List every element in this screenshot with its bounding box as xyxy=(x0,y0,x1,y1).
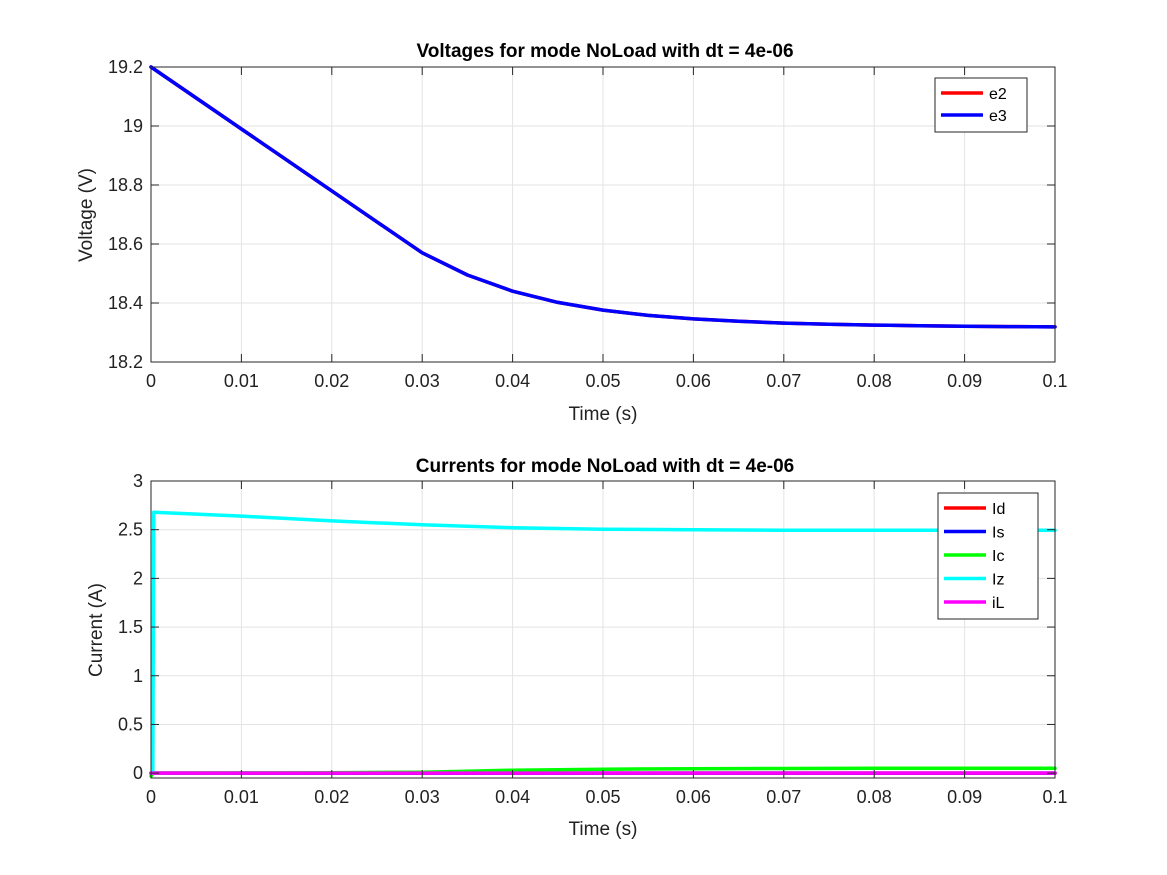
voltage-y-tick-label: 19.2 xyxy=(108,57,143,77)
current-y-tick-label: 2 xyxy=(133,568,143,588)
voltage-x-tick-label: 0.07 xyxy=(766,371,801,391)
current-x-tick-label: 0.1 xyxy=(1042,787,1067,807)
current-legend-label-is: Is xyxy=(992,525,1004,542)
current-x-tick-label: 0.03 xyxy=(405,787,440,807)
voltage-y-tick-label: 18.8 xyxy=(108,175,143,195)
voltage-y-tick-label: 18.6 xyxy=(108,234,143,254)
current-y-tick-label: 0.5 xyxy=(118,714,143,734)
voltage-series-group xyxy=(149,65,1057,329)
current-x-tick-label: 0.01 xyxy=(224,787,259,807)
current-series-iz-line xyxy=(149,510,1057,775)
voltage-ticks: 0 0.01 0.02 0.03 0.04 0.05 0.06 0.07 0.08 0.09 0.1… xyxy=(108,57,1068,391)
voltage-plot-title: Voltages for mode NoLoad with dt = 4e-06 xyxy=(416,41,793,62)
current-legend-label-iz: Iz xyxy=(992,572,1004,589)
voltage-y-tick-label: 19 xyxy=(123,116,143,136)
voltage-plot: Voltages for mode NoLoad with dt = 4e-06… xyxy=(76,41,1068,425)
current-plot-title: Currents for mode NoLoad with dt = 4e-06 xyxy=(416,456,794,477)
voltage-y-tick-label: 18.2 xyxy=(108,352,143,372)
current-y-tick-label: 3 xyxy=(133,471,143,491)
current-x-tick-label: 0 xyxy=(146,787,156,807)
current-y-tick-label: 0 xyxy=(133,763,143,783)
current-y-axis-label: Current (A) xyxy=(86,583,107,677)
voltage-x-axis-label: Time (s) xyxy=(569,404,638,425)
voltage-y-tick-label: 18.4 xyxy=(108,293,143,313)
current-x-tick-label: 0.02 xyxy=(314,787,349,807)
current-legend-label-il: iL xyxy=(992,595,1005,612)
current-y-tick-label: 2.5 xyxy=(118,520,143,540)
voltage-x-tick-label: 0.05 xyxy=(585,371,620,391)
voltage-legend-label-e2: e2 xyxy=(989,86,1007,103)
current-x-tick-label: 0.06 xyxy=(676,787,711,807)
current-x-tick-label: 0.07 xyxy=(766,787,801,807)
current-x-tick-label: 0.04 xyxy=(495,787,530,807)
voltage-x-tick-label: 0.09 xyxy=(947,371,982,391)
voltage-x-tick-label: 0.03 xyxy=(405,371,440,391)
voltage-x-tick-label: 0.08 xyxy=(857,371,892,391)
voltage-x-tick-label: 0 xyxy=(146,371,156,391)
current-x-tick-label: 0.08 xyxy=(857,787,892,807)
voltage-x-tick-label: 0.02 xyxy=(314,371,349,391)
current-x-tick-label: 0.05 xyxy=(585,787,620,807)
current-y-tick-label: 1 xyxy=(133,666,143,686)
current-x-axis-label: Time (s) xyxy=(569,819,638,840)
voltage-series-e3-line xyxy=(149,65,1057,329)
voltage-legend-box xyxy=(934,77,1028,133)
voltage-x-tick-label: 0.04 xyxy=(495,371,530,391)
current-plot: Currents for mode NoLoad with dt = 4e-06… xyxy=(86,456,1068,840)
current-legend: Id Is Ic Iz iL xyxy=(937,492,1039,620)
voltage-legend-label-e3: e3 xyxy=(989,108,1007,125)
current-x-tick-label: 0.09 xyxy=(947,787,982,807)
voltage-x-tick-label: 0.1 xyxy=(1042,371,1067,391)
voltage-x-tick-label: 0.06 xyxy=(676,371,711,391)
current-ticks: 0 0.01 0.02 0.03 0.04 0.05 0.06 0.07 0.08 0.09 0.1… xyxy=(118,471,1068,807)
current-legend-label-ic: Ic xyxy=(992,548,1004,565)
voltage-x-tick-label: 0.01 xyxy=(224,371,259,391)
current-y-tick-label: 1.5 xyxy=(118,617,143,637)
current-legend-label-id: Id xyxy=(992,501,1005,518)
voltage-y-axis-label: Voltage (V) xyxy=(76,168,97,262)
